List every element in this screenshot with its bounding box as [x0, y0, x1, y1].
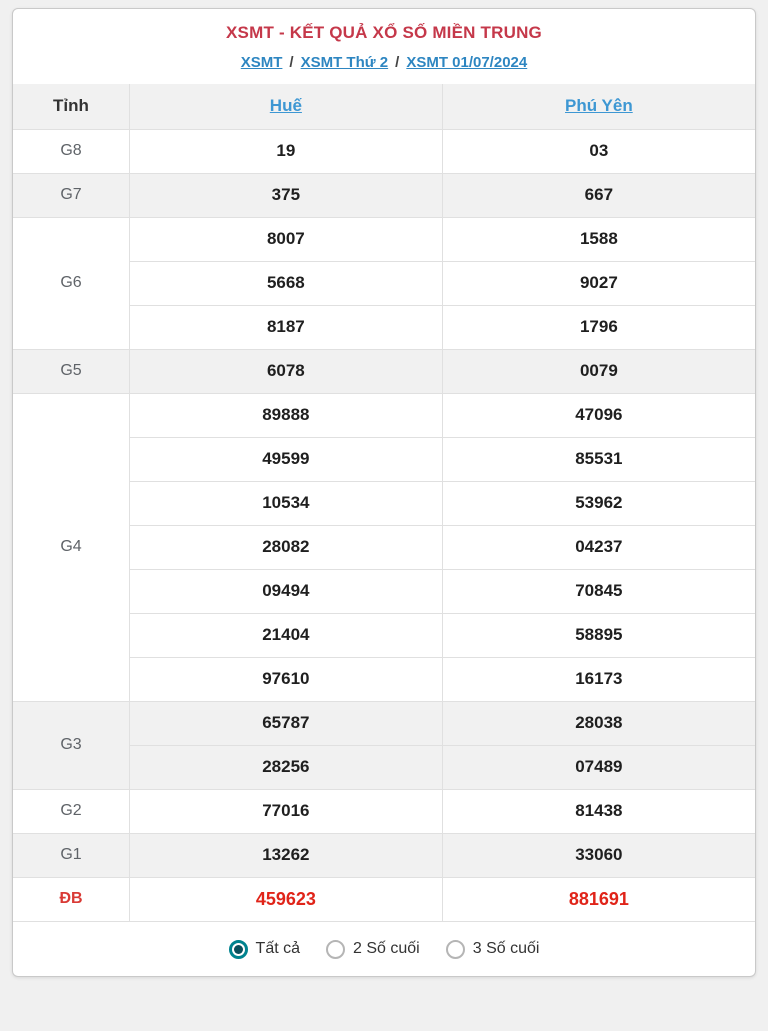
result-value: 28256 — [128, 744, 443, 790]
table-row: G6 8007 1588 — [13, 216, 755, 350]
result-value: 10534 — [128, 480, 443, 526]
table-row: 49599 85531 — [13, 436, 755, 482]
result-value: 09494 — [128, 568, 443, 614]
filter-option-label: Tất cả — [255, 940, 301, 957]
breadcrumb-separator: / — [395, 54, 400, 71]
province-link-hue[interactable]: Huế — [269, 96, 302, 116]
table-row: G3 65787 28038 — [13, 700, 755, 790]
result-value: 16173 — [441, 656, 755, 702]
result-value: 97610 — [128, 656, 443, 702]
prize-label: G7 — [13, 172, 130, 218]
result-value: 8007 — [128, 216, 443, 262]
result-value: 04237 — [441, 524, 755, 570]
result-value: 6078 — [128, 348, 443, 394]
result-value: 0079 — [441, 348, 755, 394]
result-value: 19 — [128, 128, 443, 174]
table-row: G4 89888 47096 — [13, 392, 755, 702]
breadcrumb-link-xsmt[interactable]: XSMT — [240, 54, 283, 71]
result-value: 53962 — [441, 480, 755, 526]
column-header-hue: Huế — [128, 83, 443, 130]
result-value: 9027 — [441, 260, 755, 306]
result-value: 667 — [441, 172, 755, 218]
result-value: 81438 — [441, 788, 755, 834]
province-column-header: Tỉnh — [13, 83, 130, 130]
result-value: 58895 — [441, 612, 755, 658]
prize-label: G4 — [13, 392, 130, 702]
results-card: XSMT - KẾT QUẢ XỔ SỐ MIỀN TRUNG XSMT / XSM… — [12, 8, 756, 977]
radio-icon — [445, 939, 465, 959]
result-value: 375 — [128, 172, 443, 218]
result-value: 1588 — [441, 216, 755, 262]
table-row: 28082 04237 — [13, 524, 755, 570]
result-value: 28038 — [441, 700, 755, 746]
result-value: 881691 — [441, 876, 755, 922]
result-value: 07489 — [441, 744, 755, 790]
result-value: 8187 — [128, 304, 443, 350]
result-value: 65787 — [128, 700, 443, 746]
column-header-phu-yen: Phú Yên — [441, 83, 755, 130]
table-row: 09494 70845 — [13, 568, 755, 614]
card-header: XSMT - KẾT QUẢ XỔ SỐ MIỀN TRUNG XSMT / XSM… — [13, 9, 755, 84]
radio-icon — [228, 939, 248, 959]
table-row: 5668 9027 — [13, 260, 755, 306]
breadcrumb-separator: / — [289, 54, 294, 71]
filter-option[interactable]: 2 Số cuối — [326, 939, 420, 959]
breadcrumb-link-xsmt-date[interactable]: XSMT 01/07/2024 — [406, 54, 528, 71]
table-row: G7 375 667 — [13, 172, 755, 218]
table-row: G1 13262 33060 — [13, 832, 755, 878]
province-link-phu-yen[interactable]: Phú Yên — [565, 96, 633, 116]
table-header-row: Tỉnh Huế Phú Yên — [13, 83, 755, 130]
result-value: 85531 — [441, 436, 755, 482]
breadcrumb: XSMT / XSMT Thứ 2 / XSMT 01/07/2024 — [23, 54, 745, 71]
table-row: 8187 1796 — [13, 304, 755, 350]
results-table: Tỉnh Huế Phú Yên G8 19 03 G7 375 667 G6 8007 158… — [13, 83, 755, 922]
prize-label: ĐB — [13, 876, 130, 922]
filter-option-label: 3 Số cuối — [472, 940, 540, 957]
breadcrumb-link-xsmt-thu2[interactable]: XSMT Thứ 2 — [300, 54, 389, 71]
table-row: G8 19 03 — [13, 128, 755, 174]
prize-label: G2 — [13, 788, 130, 834]
result-value: 459623 — [128, 876, 443, 922]
table-row: 10534 53962 — [13, 480, 755, 526]
prize-label: G6 — [13, 216, 130, 350]
table-row: G2 77016 81438 — [13, 788, 755, 834]
page-title: XSMT - KẾT QUẢ XỔ SỐ MIỀN TRUNG — [226, 23, 542, 42]
result-value: 33060 — [441, 832, 755, 878]
prize-label: G8 — [13, 128, 130, 174]
result-value: 77016 — [128, 788, 443, 834]
filter-option[interactable]: Tất cả — [228, 939, 301, 959]
table-row: G5 6078 0079 — [13, 348, 755, 394]
result-value: 89888 — [128, 392, 443, 438]
result-value: 1796 — [441, 304, 755, 350]
table-row: ĐB 459623 881691 — [13, 876, 755, 922]
filter-option[interactable]: 3 Số cuối — [445, 939, 540, 959]
result-value: 5668 — [128, 260, 443, 306]
radio-icon — [326, 939, 346, 959]
result-value: 28082 — [128, 524, 443, 570]
filter-bar: Tất cả 2 Số cuối 3 Số cuối — [13, 921, 755, 976]
prize-label: G3 — [13, 700, 130, 790]
prize-label: G5 — [13, 348, 130, 394]
table-row: 97610 16173 — [13, 656, 755, 702]
result-value: 47096 — [441, 392, 755, 438]
result-value: 21404 — [128, 612, 443, 658]
result-value: 70845 — [441, 568, 755, 614]
table-row: 21404 58895 — [13, 612, 755, 658]
prize-label: G1 — [13, 832, 130, 878]
filter-option-label: 2 Số cuối — [353, 940, 420, 957]
result-value: 49599 — [128, 436, 443, 482]
result-value: 13262 — [128, 832, 443, 878]
result-value: 03 — [441, 128, 755, 174]
